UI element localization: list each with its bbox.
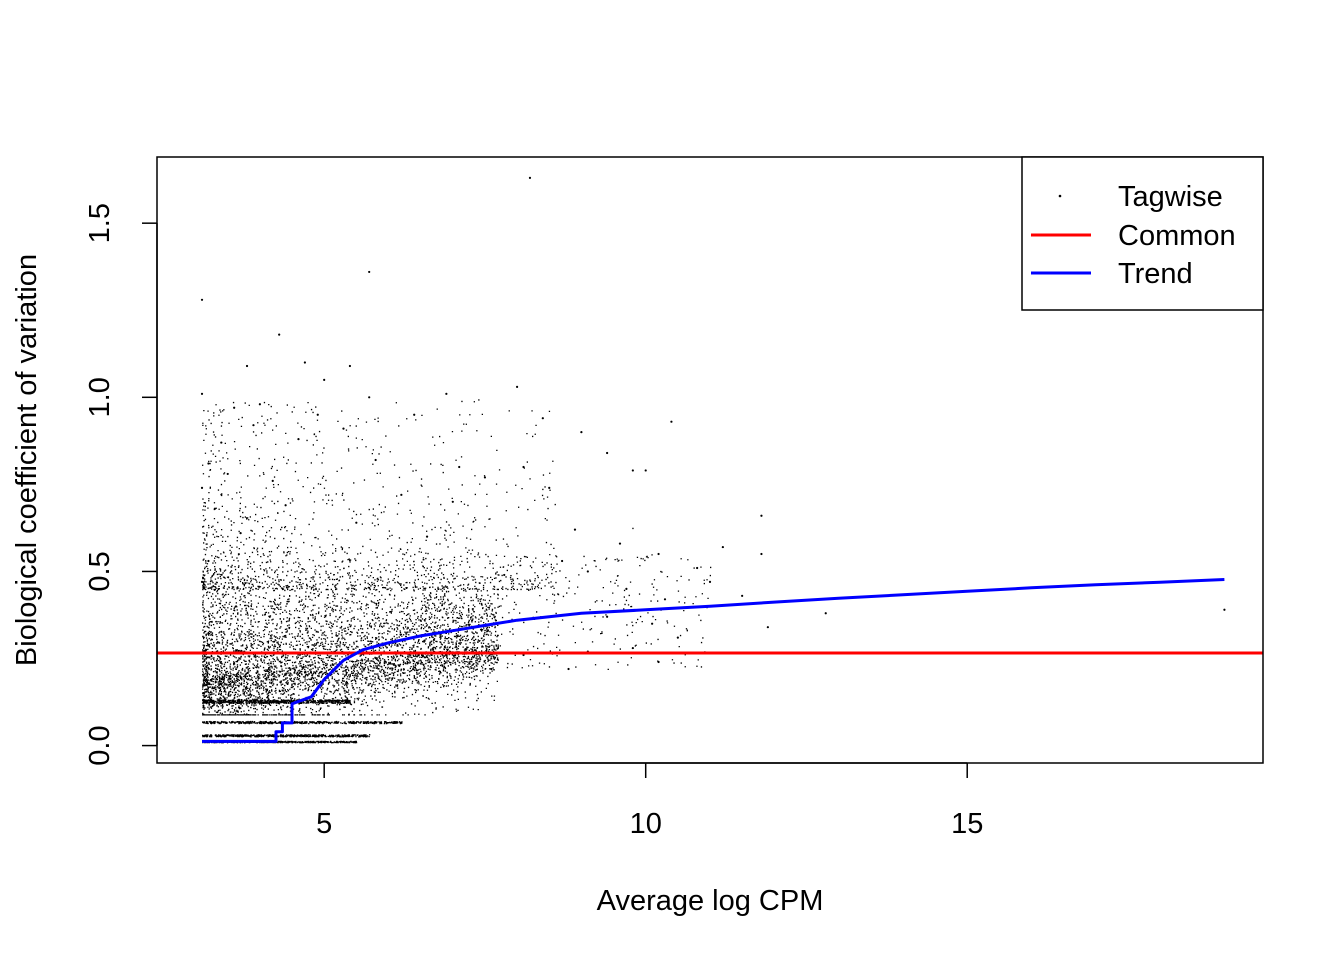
tagwise-point (586, 570, 589, 573)
tagwise-point (200, 580, 204, 583)
tagwise-point (207, 462, 210, 465)
tagwise-point (342, 427, 345, 430)
tagwise-point (483, 476, 487, 479)
tagwise-point (425, 535, 429, 538)
tagwise-point (200, 392, 204, 395)
x-axis: 5 10 15 (316, 762, 983, 840)
tagwise-point (226, 472, 229, 476)
tagwise-point (522, 465, 525, 469)
y-tick-label: 1.0 (84, 377, 116, 417)
tagwise-point (721, 545, 724, 549)
tagwise-point (663, 598, 667, 601)
tagwise-point (573, 528, 577, 531)
trend-line (202, 578, 1225, 743)
tagwise-point (348, 364, 352, 368)
y-tick-label: 0.0 (84, 725, 116, 765)
trend-dispersion-layer (202, 578, 1225, 743)
tagwise-point (824, 612, 827, 615)
tagwise-point-cloud (202, 399, 712, 744)
y-tick-label: 1.5 (84, 203, 116, 243)
tagwise-points (200, 176, 1226, 671)
tagwise-point (200, 486, 204, 489)
x-tick-label: 10 (630, 808, 662, 840)
tagwise-point (200, 298, 204, 301)
tagwise-point (323, 378, 326, 381)
x-tick-label: 15 (951, 808, 983, 840)
x-tick-label: 5 (316, 808, 332, 840)
tagwise-point (541, 417, 544, 420)
tagwise-point (644, 469, 647, 472)
tagwise-point (355, 521, 358, 524)
tagwise-point (1223, 608, 1226, 611)
tagwise-point (278, 333, 281, 336)
legend-common-label: Common (1118, 220, 1236, 252)
tagwise-point (657, 660, 660, 664)
tagwise-point (258, 403, 261, 406)
tagwise-point (766, 626, 769, 629)
y-axis-title: Biological coefficient of variation (11, 254, 43, 666)
legend-trend-label: Trend (1118, 258, 1193, 290)
tagwise-point (271, 479, 274, 482)
tagwise-point (760, 514, 763, 517)
tagwise-point (561, 559, 564, 563)
x-axis-title: Average log CPM (597, 885, 824, 917)
tagwise-point (548, 486, 551, 489)
tagwise-point (213, 507, 216, 510)
tagwise-point (515, 385, 519, 388)
tagwise-point (631, 646, 634, 650)
tagwise-point (374, 458, 377, 462)
tagwise-dense-points (202, 399, 712, 744)
legend-tagwise-label: Tagwise (1118, 181, 1223, 213)
tagwise-point (696, 566, 699, 570)
tagwise-point (207, 559, 210, 563)
tagwise-point (580, 431, 583, 434)
tagwise-point (303, 361, 306, 364)
tagwise-point (708, 580, 712, 583)
tagwise-point (445, 392, 448, 395)
tagwise-point (252, 424, 255, 427)
tagwise-point (245, 364, 249, 368)
tagwise-point (606, 451, 609, 455)
tagwise-point (741, 594, 744, 597)
legend: Tagwise Common Trend (1021, 156, 1264, 311)
tagwise-point (522, 653, 525, 657)
tagwise-point (625, 587, 628, 590)
tagwise-point (618, 542, 622, 545)
tagwise-point (651, 622, 654, 625)
tagwise-point (316, 413, 319, 416)
tagwise-point (670, 420, 673, 423)
tagwise-point (413, 413, 416, 416)
tagwise-point (760, 552, 763, 556)
tagwise-point (239, 532, 242, 535)
legend-tagwise-symbol (1058, 194, 1062, 198)
tagwise-point (400, 493, 403, 496)
y-axis: 0.0 0.5 1.0 1.5 (84, 203, 158, 766)
tagwise-point (220, 441, 223, 444)
tagwise-point (368, 270, 371, 274)
tagwise-point (297, 438, 300, 441)
tagwise-point (490, 667, 493, 671)
tagwise-point (567, 667, 570, 671)
tagwise-point (451, 500, 454, 503)
tagwise-point (368, 396, 371, 399)
tagwise-point (631, 469, 634, 472)
y-tick-label: 0.5 (84, 551, 116, 591)
tagwise-point (528, 176, 532, 179)
tagwise-point (503, 573, 506, 577)
tagwise-point (458, 465, 461, 469)
tagwise-point (284, 504, 287, 507)
tagwise-point (676, 636, 679, 639)
tagwise-point (657, 552, 660, 556)
tagwise-point (233, 406, 236, 409)
tagwise-point (606, 615, 609, 618)
